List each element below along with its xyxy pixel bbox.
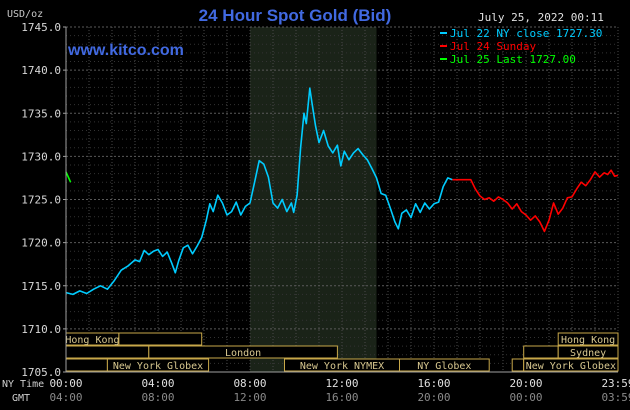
session-label: London (225, 348, 261, 359)
x-tick-label-ny: 23:59 (601, 377, 630, 390)
y-tick-label: 1745.0 (21, 21, 61, 34)
session-bar (65, 345, 150, 359)
chart-title: 24 Hour Spot Gold (Bid) (199, 6, 392, 25)
axis-layer: 1745.0 1740.0 1735.0 1730.0 1725.0 1720.0 1715… (21, 21, 630, 404)
y-tick-label: 1720.0 (21, 237, 61, 250)
x-tick-label-gmt: 20:00 (417, 391, 450, 404)
session-label: New York Globex (113, 361, 203, 372)
x-tick-label-gmt: 12:00 (233, 391, 266, 404)
series-line-1 (452, 169, 619, 233)
legend-swatch-last (440, 58, 447, 60)
shaded-region-layer (250, 27, 377, 372)
legend-item-last: Jul 25 Last 1727.00 (450, 53, 576, 66)
series-line-0 (65, 87, 453, 296)
y-tick-label: 1725.0 (21, 194, 61, 207)
session-bar (65, 358, 108, 372)
x-tick-label-gmt: 04:00 (49, 391, 82, 404)
shaded-session-region (250, 27, 377, 372)
session-bar (511, 358, 525, 372)
session-bar (523, 345, 559, 359)
y-axis-unit-label: USD/oz (7, 9, 43, 20)
session-label: Sydney (570, 348, 606, 359)
brand-watermark[interactable]: www.kitco.com (67, 42, 184, 59)
session-bars-layer: Hong Kong London New York Globex New York N… (65, 332, 619, 372)
x-tick-label-ny: 04:00 (141, 377, 174, 390)
x-axis-label-ny-time: NY Time (2, 379, 44, 390)
legend: Jul 22 NY close 1727.30 Jul 24 Sunday Ju… (440, 27, 602, 66)
x-tick-label-ny: 12:00 (325, 377, 358, 390)
session-bar (118, 332, 203, 346)
y-tick-label: 1735.0 (21, 107, 61, 120)
session-label: New York NYMEX (300, 361, 384, 372)
legend-item-ny-close: Jul 22 NY close 1727.30 (450, 27, 602, 40)
x-tick-label-ny: 00:00 (49, 377, 82, 390)
x-tick-label-ny: 16:00 (417, 377, 450, 390)
series-line-2 (65, 171, 72, 183)
timestamp: July 25, 2022 00:11 (478, 11, 604, 24)
x-tick-label-gmt: 03:59 (601, 391, 630, 404)
x-axis-label-gmt: GMT (12, 393, 30, 404)
x-tick-label-gmt: 08:00 (141, 391, 174, 404)
y-tick-label: 1740.0 (21, 64, 61, 77)
x-tick-label-ny: 20:00 (509, 377, 542, 390)
session-label: Hong Kong (65, 335, 119, 346)
legend-swatch-sunday (440, 45, 447, 47)
x-tick-label-ny: 08:00 (233, 377, 266, 390)
series-layer (65, 87, 619, 296)
session-bar (523, 358, 619, 372)
session-bar (148, 345, 338, 359)
session-bar (557, 345, 619, 359)
x-tick-label-gmt: 00:00 (509, 391, 542, 404)
session-bar (106, 358, 210, 372)
y-tick-label: 1730.0 (21, 150, 61, 163)
x-tick-label-gmt: 16:00 (325, 391, 358, 404)
session-bar (399, 358, 490, 372)
y-tick-label: 1715.0 (21, 280, 61, 293)
y-tick-label: 1705.0 (21, 366, 61, 379)
session-bar (557, 332, 619, 346)
session-label: New York Globex (526, 361, 616, 372)
y-tick-label: 1710.0 (21, 323, 61, 336)
legend-swatch-ny-close (440, 32, 447, 34)
legend-item-sunday: Jul 24 Sunday (450, 40, 536, 53)
session-label: Hong Kong (561, 335, 615, 346)
session-label: NY Globex (417, 361, 471, 372)
